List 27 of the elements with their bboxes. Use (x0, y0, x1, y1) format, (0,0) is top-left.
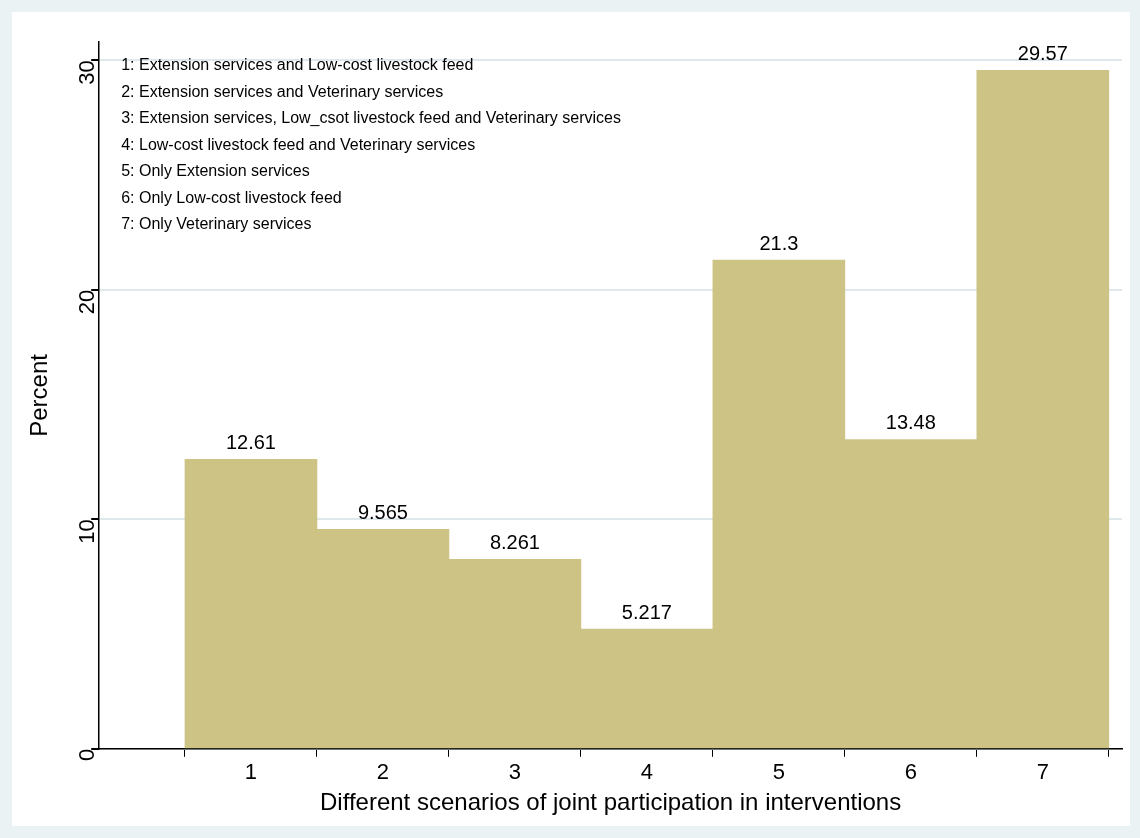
x-tick-label: 3 (508, 759, 522, 785)
data-label: 29.57 (1017, 41, 1068, 64)
x-tick-label: 1 (244, 759, 258, 785)
x-tick-label: 4 (640, 759, 654, 785)
x-tick-label: 7 (1036, 759, 1049, 785)
data-label: 13.48 (885, 410, 936, 433)
y-tick-label: 10 (74, 519, 100, 544)
x-tick-label: 6 (904, 759, 917, 785)
data-label: 9.565 (357, 500, 408, 523)
annotation: 4: Low-cost livestock feed and Veterinary services (121, 135, 476, 153)
data-label: 5.217 (621, 600, 672, 623)
annotation: 7: Only Veterinary services (121, 215, 312, 233)
annotation: 3: Extension services, Low_csot livestock feed and Veterinary services (121, 109, 621, 128)
x-axis-title: Different scenarios of joint participation in interventions (320, 788, 902, 816)
x-tick-label: 5 (772, 759, 785, 785)
data-label: 8.261 (489, 530, 540, 553)
annotation: 6: Only Low-cost livestock feed (121, 188, 342, 206)
data-label: 12.61 (225, 430, 276, 453)
y-tick-label: 20 (74, 289, 100, 315)
x-tick-label: 2 (376, 759, 390, 785)
annotation: 5: Only Extension services (121, 162, 310, 180)
annotation: 1: Extension services and Low-cost livestock feed (121, 56, 474, 74)
annotation: 2: Extension services and Veterinary services (121, 82, 444, 100)
y-axis-title: Percent (25, 353, 53, 437)
y-tick-label: 30 (74, 60, 100, 85)
y-tick-label: 0 (74, 748, 100, 762)
data-label: 21.3 (759, 231, 799, 254)
